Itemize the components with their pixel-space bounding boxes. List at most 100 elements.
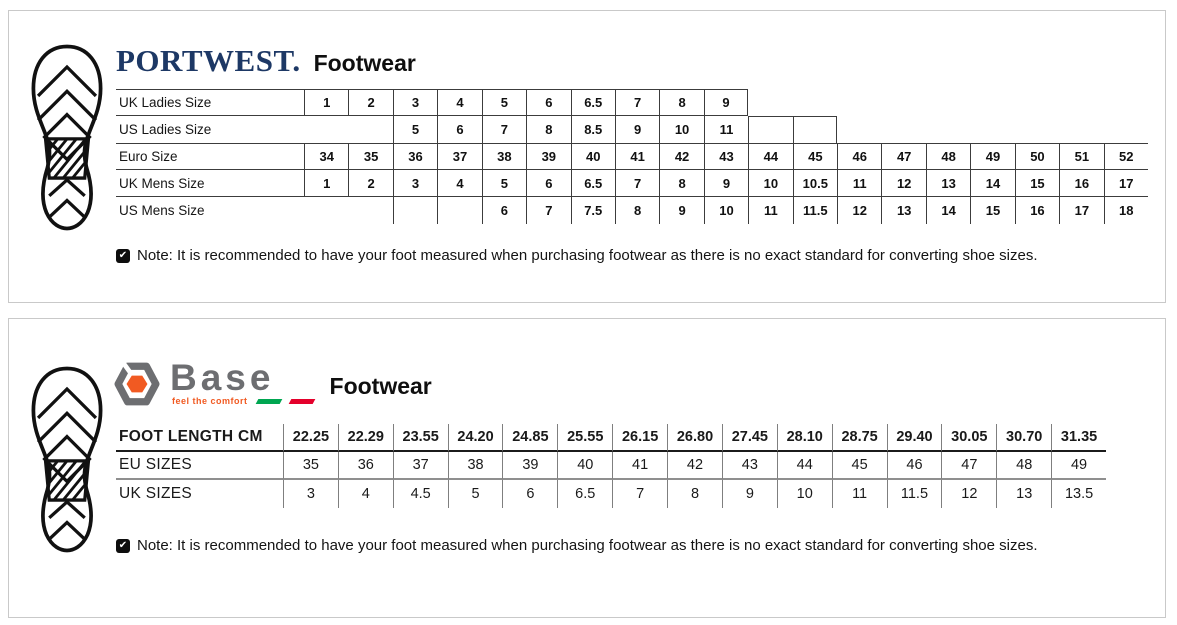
row-label: US Ladies Size — [119, 122, 212, 137]
size-cell: 22.25 — [283, 424, 338, 452]
size-cell: 48 — [996, 452, 1052, 480]
size-cell: 7 — [614, 89, 660, 116]
size-cell: 37 — [392, 452, 448, 480]
size-cell: 1 — [304, 89, 349, 116]
size-cell: 11 — [837, 170, 882, 197]
row-label: US Mens Size — [119, 203, 205, 218]
size-cell: 8 — [659, 170, 704, 197]
size-cell: 3 — [392, 89, 438, 116]
base-logo-text: Base — [170, 356, 275, 398]
portwest-footwear-title: Footwear — [313, 50, 416, 76]
size-cell: 11 — [703, 116, 748, 143]
size-cell: 6 — [502, 480, 557, 508]
size-cell: 22.29 — [337, 424, 393, 452]
size-cell: 6 — [437, 116, 481, 143]
size-cell: 40 — [557, 452, 613, 480]
size-cell: 36 — [337, 452, 393, 480]
check-note-icon: ✔ — [116, 538, 130, 553]
size-cell: 47 — [941, 452, 997, 480]
size-cell: 38 — [481, 143, 527, 170]
base-tagline: feel the comfort — [172, 396, 248, 407]
size-cell: 42 — [667, 452, 722, 480]
empty-region — [1104, 116, 1148, 143]
size-cell: 6.5 — [570, 170, 615, 197]
size-cell: 47 — [881, 143, 926, 170]
size-cell: 16 — [1014, 197, 1059, 224]
size-cell: 18 — [1103, 197, 1148, 224]
size-cell: 11.5 — [792, 197, 837, 224]
portwest-note: ✔ Note: It is recommended to have your f… — [116, 247, 1037, 264]
size-cell: 40 — [570, 143, 615, 170]
size-cell: 4 — [337, 480, 393, 508]
size-cell: 29.40 — [886, 424, 942, 452]
size-cell: 16 — [1059, 170, 1104, 197]
size-cell: 12 — [941, 480, 996, 508]
size-cell: 11 — [831, 480, 887, 508]
size-cell: 39 — [502, 452, 558, 480]
size-cell: 15 — [970, 197, 1014, 224]
check-note-icon: ✔ — [116, 248, 130, 263]
size-cell: 13.5 — [1051, 480, 1106, 508]
size-cell: 5 — [481, 170, 527, 197]
size-cell: 2 — [348, 89, 393, 116]
size-cell: 44 — [776, 452, 832, 480]
size-cell: 3 — [283, 480, 338, 508]
size-cell: 6.5 — [557, 480, 612, 508]
size-cell: 39 — [526, 143, 571, 170]
size-cell: 6 — [481, 197, 526, 224]
row-label: UK SIZES — [119, 485, 193, 502]
base-logo: Base feel the comfort — [170, 356, 315, 407]
size-cell: 24.85 — [502, 424, 558, 452]
size-cell: 10 — [703, 197, 748, 224]
size-cell: 36 — [392, 143, 438, 170]
empty-region — [304, 197, 348, 224]
size-cell: 7 — [612, 480, 667, 508]
row-label: EU SIZES — [116, 452, 283, 480]
size-cell: 31.35 — [1051, 424, 1106, 452]
size-cell: 10 — [659, 116, 703, 143]
empty-region — [1059, 89, 1103, 116]
size-cell: 6.5 — [570, 89, 615, 116]
size-cell: 28.75 — [831, 424, 887, 452]
base-header: Base feel the comfort Footwear — [114, 356, 432, 407]
base-footwear-title: Footwear — [329, 372, 432, 399]
size-cell — [437, 197, 481, 224]
portwest-header: PORTWEST. Footwear — [116, 45, 416, 76]
size-cell: 9 — [659, 197, 703, 224]
empty-region — [748, 89, 792, 116]
size-cell: 51 — [1059, 143, 1104, 170]
size-cell: 49 — [1051, 452, 1106, 480]
size-cell: 49 — [970, 143, 1015, 170]
size-cell: 15 — [1014, 170, 1060, 197]
size-cell: 45 — [831, 452, 887, 480]
size-cell: 28.10 — [776, 424, 832, 452]
size-cell: 34 — [304, 143, 349, 170]
size-cell: 9 — [614, 116, 659, 143]
size-cell: 24.20 — [447, 424, 503, 452]
size-cell: 2 — [348, 170, 393, 197]
empty-region — [348, 116, 392, 143]
size-cell: 35 — [283, 452, 338, 480]
size-cell: 10.5 — [792, 170, 838, 197]
size-cell: 7 — [526, 197, 570, 224]
empty-region — [881, 116, 925, 143]
empty-region — [970, 89, 1014, 116]
size-cell — [392, 197, 437, 224]
size-cell: 17 — [1103, 170, 1148, 197]
empty-region — [837, 116, 881, 143]
size-cell: 42 — [659, 143, 704, 170]
size-cell: 8 — [614, 197, 659, 224]
row-label: UK Mens Size — [116, 170, 304, 197]
size-cell: 12 — [881, 170, 926, 197]
size-cell: 38 — [447, 452, 503, 480]
empty-region — [348, 197, 392, 224]
size-cell: 14 — [925, 197, 970, 224]
size-cell: 10 — [776, 480, 832, 508]
size-cell: 46 — [886, 452, 942, 480]
size-cell: 8 — [526, 116, 570, 143]
size-cell: 9 — [721, 480, 777, 508]
empty-region — [926, 89, 970, 116]
size-cell: 8.5 — [570, 116, 615, 143]
size-cell: 11 — [748, 197, 792, 224]
portwest-note-text: Note: It is recommended to have your foo… — [137, 247, 1038, 264]
